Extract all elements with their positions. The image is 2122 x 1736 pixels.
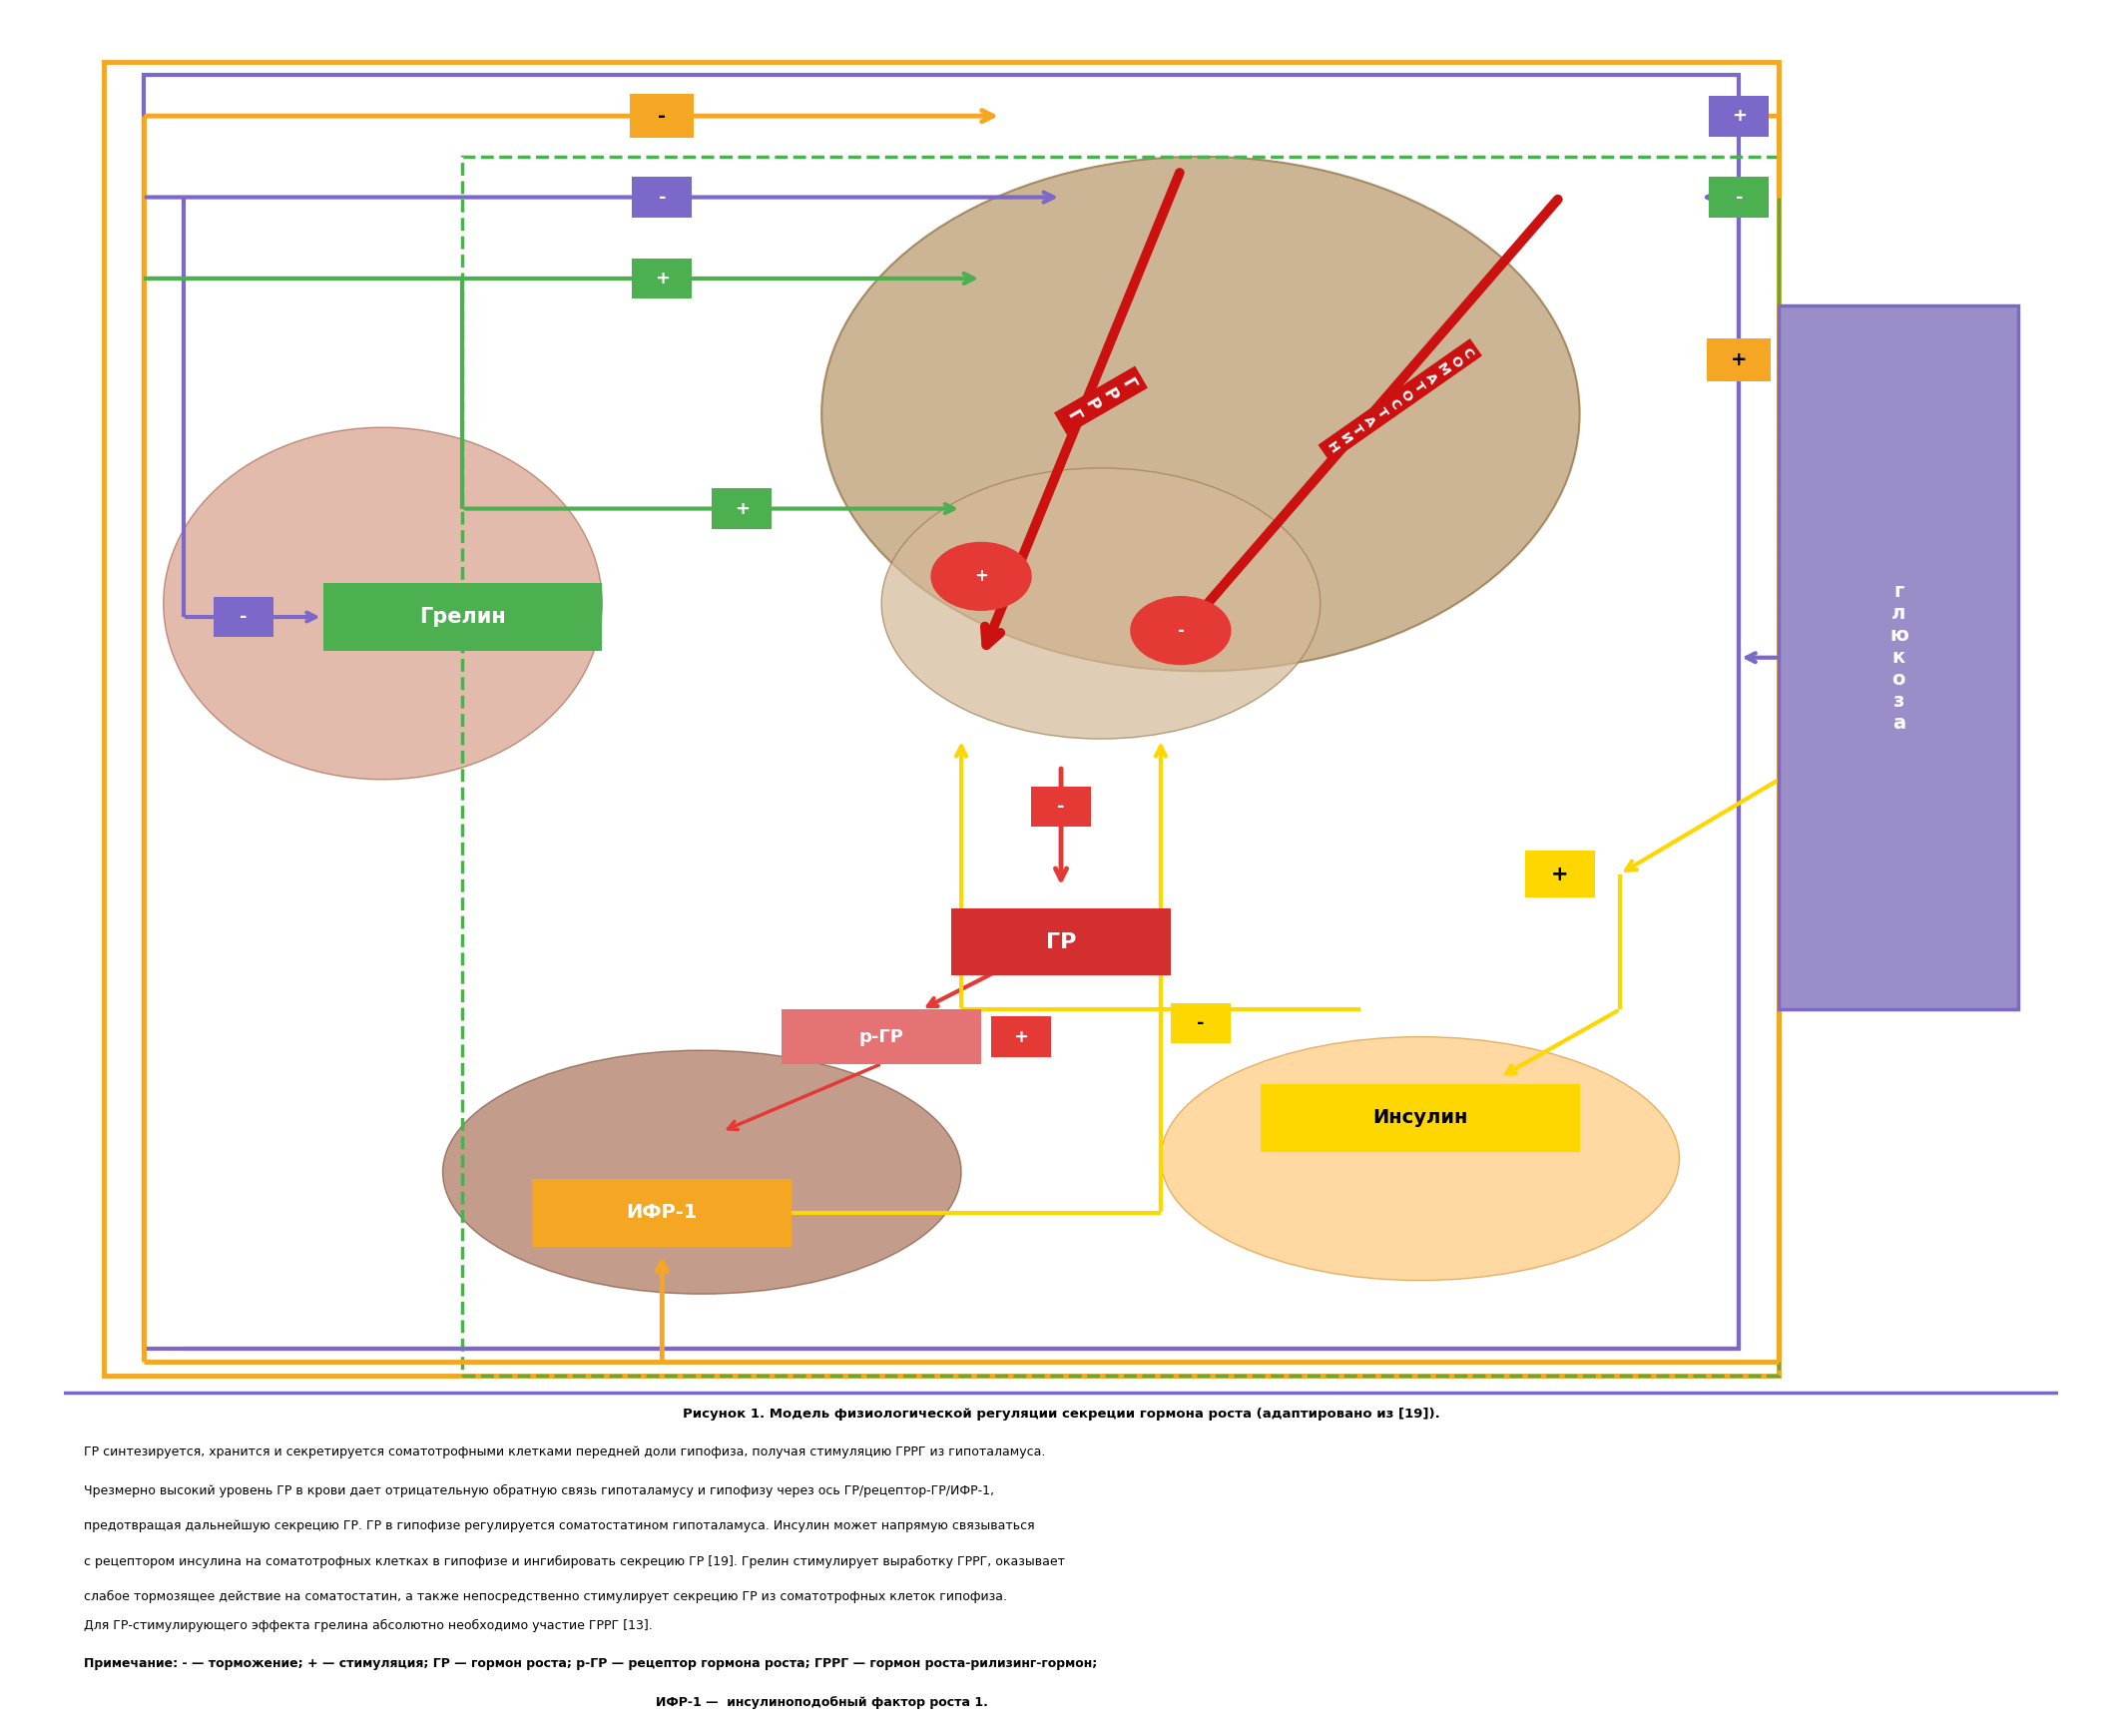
Text: Для ГР-стимулирующего эффекта грелина абсолютно необходимо участие ГРРГ [13].: Для ГР-стимулирующего эффекта грелина аб… [83,1620,651,1632]
Text: предотвращая дальнейшую секрецию ГР. ГР в гипофизе регулируется соматостатином г: предотвращая дальнейшую секрецию ГР. ГР … [83,1519,1033,1533]
Text: +: + [974,568,989,585]
Text: +: + [1732,351,1746,370]
FancyBboxPatch shape [212,597,274,637]
Text: -: - [1178,621,1184,639]
Ellipse shape [163,427,603,779]
Text: С
О
М
А
Т
О
С
Т
А
Т
И
Н: С О М А Т О С Т А Т И Н [1324,344,1477,457]
FancyBboxPatch shape [630,94,694,137]
Ellipse shape [881,469,1320,740]
Text: -: - [658,187,666,207]
FancyBboxPatch shape [1708,95,1770,135]
Text: +: + [734,500,749,517]
Text: ГР: ГР [1046,932,1076,951]
Text: +: + [654,269,671,288]
Bar [463,156,1778,1375]
FancyBboxPatch shape [1708,339,1772,382]
FancyBboxPatch shape [1778,306,2018,1010]
Circle shape [1131,597,1231,665]
Text: с рецептором инсулина на соматотрофных клетках в гипофизе и ингибировать секреци: с рецептором инсулина на соматотрофных к… [83,1555,1065,1568]
Circle shape [932,542,1031,609]
FancyBboxPatch shape [1708,177,1770,217]
FancyBboxPatch shape [632,259,692,299]
Text: Инсулин: Инсулин [1373,1109,1468,1127]
Text: слабое тормозящее действие на соматостатин, а также непосредственно стимулирует : слабое тормозящее действие на соматостат… [83,1590,1006,1604]
FancyBboxPatch shape [323,583,603,651]
Text: Чрезмерно высокий уровень ГР в крови дает отрицательную обратную связь гипоталам: Чрезмерно высокий уровень ГР в крови дае… [83,1484,993,1496]
Ellipse shape [443,1050,961,1293]
Bar [144,75,1740,1349]
Ellipse shape [1161,1036,1679,1281]
Text: -: - [1057,797,1065,816]
Text: ИФР-1 —  инсулиноподобный фактор роста 1.: ИФР-1 — инсулиноподобный фактор роста 1. [656,1696,987,1710]
Text: Рисунок 1. Модель физиологической регуляции секреции гормона роста (адаптировано: Рисунок 1. Модель физиологической регуля… [683,1408,1439,1420]
Text: Г
Р
Р
Г: Г Р Р Г [1063,375,1140,425]
FancyBboxPatch shape [632,177,692,217]
Text: +: + [1014,1028,1029,1045]
FancyBboxPatch shape [991,1016,1050,1057]
Text: г
л
ю
к
о
з
а: г л ю к о з а [1889,582,1908,733]
FancyBboxPatch shape [951,908,1171,976]
Text: -: - [658,106,666,125]
FancyBboxPatch shape [711,488,772,529]
FancyBboxPatch shape [533,1179,792,1246]
FancyBboxPatch shape [1171,1003,1231,1043]
Text: +: + [1732,108,1746,125]
Text: Грелин: Грелин [420,608,505,627]
FancyBboxPatch shape [781,1010,980,1064]
Text: -: - [1197,1014,1205,1033]
Text: +: + [1551,865,1568,884]
Text: ГР синтезируется, хранится и секретируется соматотрофными клетками передней доли: ГР синтезируется, хранится и секретирует… [83,1446,1046,1458]
Text: Примечание: - — торможение; + — стимуляция; ГР — гормон роста; р-ГР — рецептор г: Примечание: - — торможение; + — стимуляц… [83,1658,1097,1670]
FancyBboxPatch shape [1031,786,1091,826]
Ellipse shape [821,156,1579,672]
Text: ИФР-1: ИФР-1 [626,1203,698,1222]
Bar [104,62,1778,1375]
FancyBboxPatch shape [1260,1083,1579,1153]
Text: -: - [1736,187,1742,207]
Text: -: - [240,608,246,627]
Text: р-ГР: р-ГР [859,1028,904,1045]
FancyBboxPatch shape [1526,851,1594,898]
